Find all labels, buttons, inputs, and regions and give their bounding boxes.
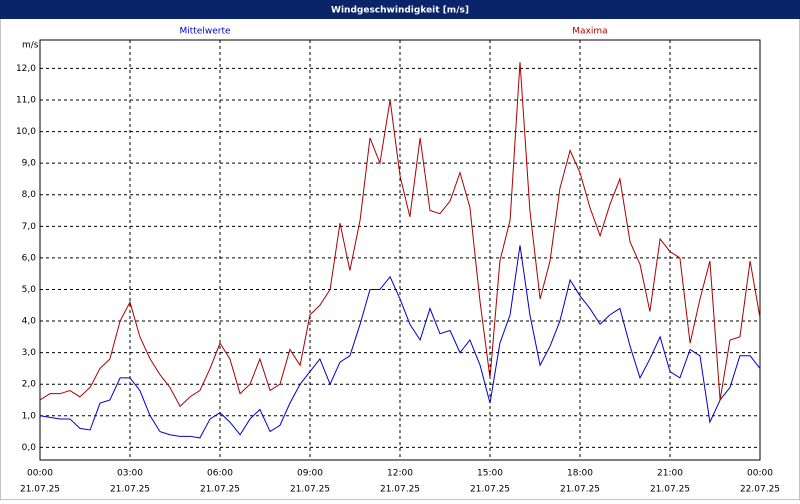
legend-entry: Maxima	[572, 27, 607, 37]
x-tick-date: 21.07.25	[110, 485, 150, 495]
y-tick-label: 1,0	[22, 411, 37, 421]
title-bar	[0, 0, 800, 19]
x-tick-date: 21.07.25	[470, 485, 510, 495]
chart-title: Windgeschwindigkeit [m/s]	[331, 6, 469, 16]
x-tick-date: 21.07.25	[20, 485, 60, 495]
y-axis-label: m/s	[22, 41, 39, 51]
y-tick-label: 4,0	[22, 317, 37, 327]
y-tick-label: 2,0	[22, 380, 37, 390]
x-tick-label: 12:00	[387, 469, 413, 479]
data-line	[39, 62, 761, 408]
x-tick-label: 00:00	[27, 469, 53, 479]
x-tick-label: 18:00	[567, 469, 593, 479]
y-tick-label: 12,0	[16, 64, 36, 74]
y-tick-label: 11,0	[16, 96, 36, 106]
x-tick-date: 21.07.25	[560, 485, 600, 495]
legend-entry: Mittelwerte	[179, 27, 230, 37]
y-tick-label: 5,0	[22, 285, 37, 295]
x-tick-label: 03:00	[117, 469, 143, 479]
y-tick-label: 8,0	[22, 190, 37, 200]
x-tick-date: 21.07.25	[200, 485, 240, 495]
x-tick-label: 21:00	[657, 469, 683, 479]
x-tick-label: 15:00	[477, 469, 503, 479]
y-tick-label: 3,0	[22, 348, 37, 358]
x-tick-date: 22.07.25	[740, 485, 780, 495]
x-tick-date: 21.07.25	[650, 485, 690, 495]
y-tick-label: 0,0	[22, 443, 37, 453]
y-tick-label: 7,0	[22, 222, 37, 232]
x-tick-date: 21.07.25	[290, 485, 330, 495]
x-tick-label: 06:00	[207, 469, 233, 479]
x-tick-label: 09:00	[297, 469, 323, 479]
data-line	[39, 245, 761, 439]
x-tick-date: 21.07.25	[380, 485, 420, 495]
y-tick-label: 9,0	[22, 159, 37, 169]
y-tick-label: 6,0	[22, 253, 37, 263]
x-tick-label: 00:00	[747, 469, 773, 479]
y-tick-label: 10,0	[16, 127, 36, 137]
